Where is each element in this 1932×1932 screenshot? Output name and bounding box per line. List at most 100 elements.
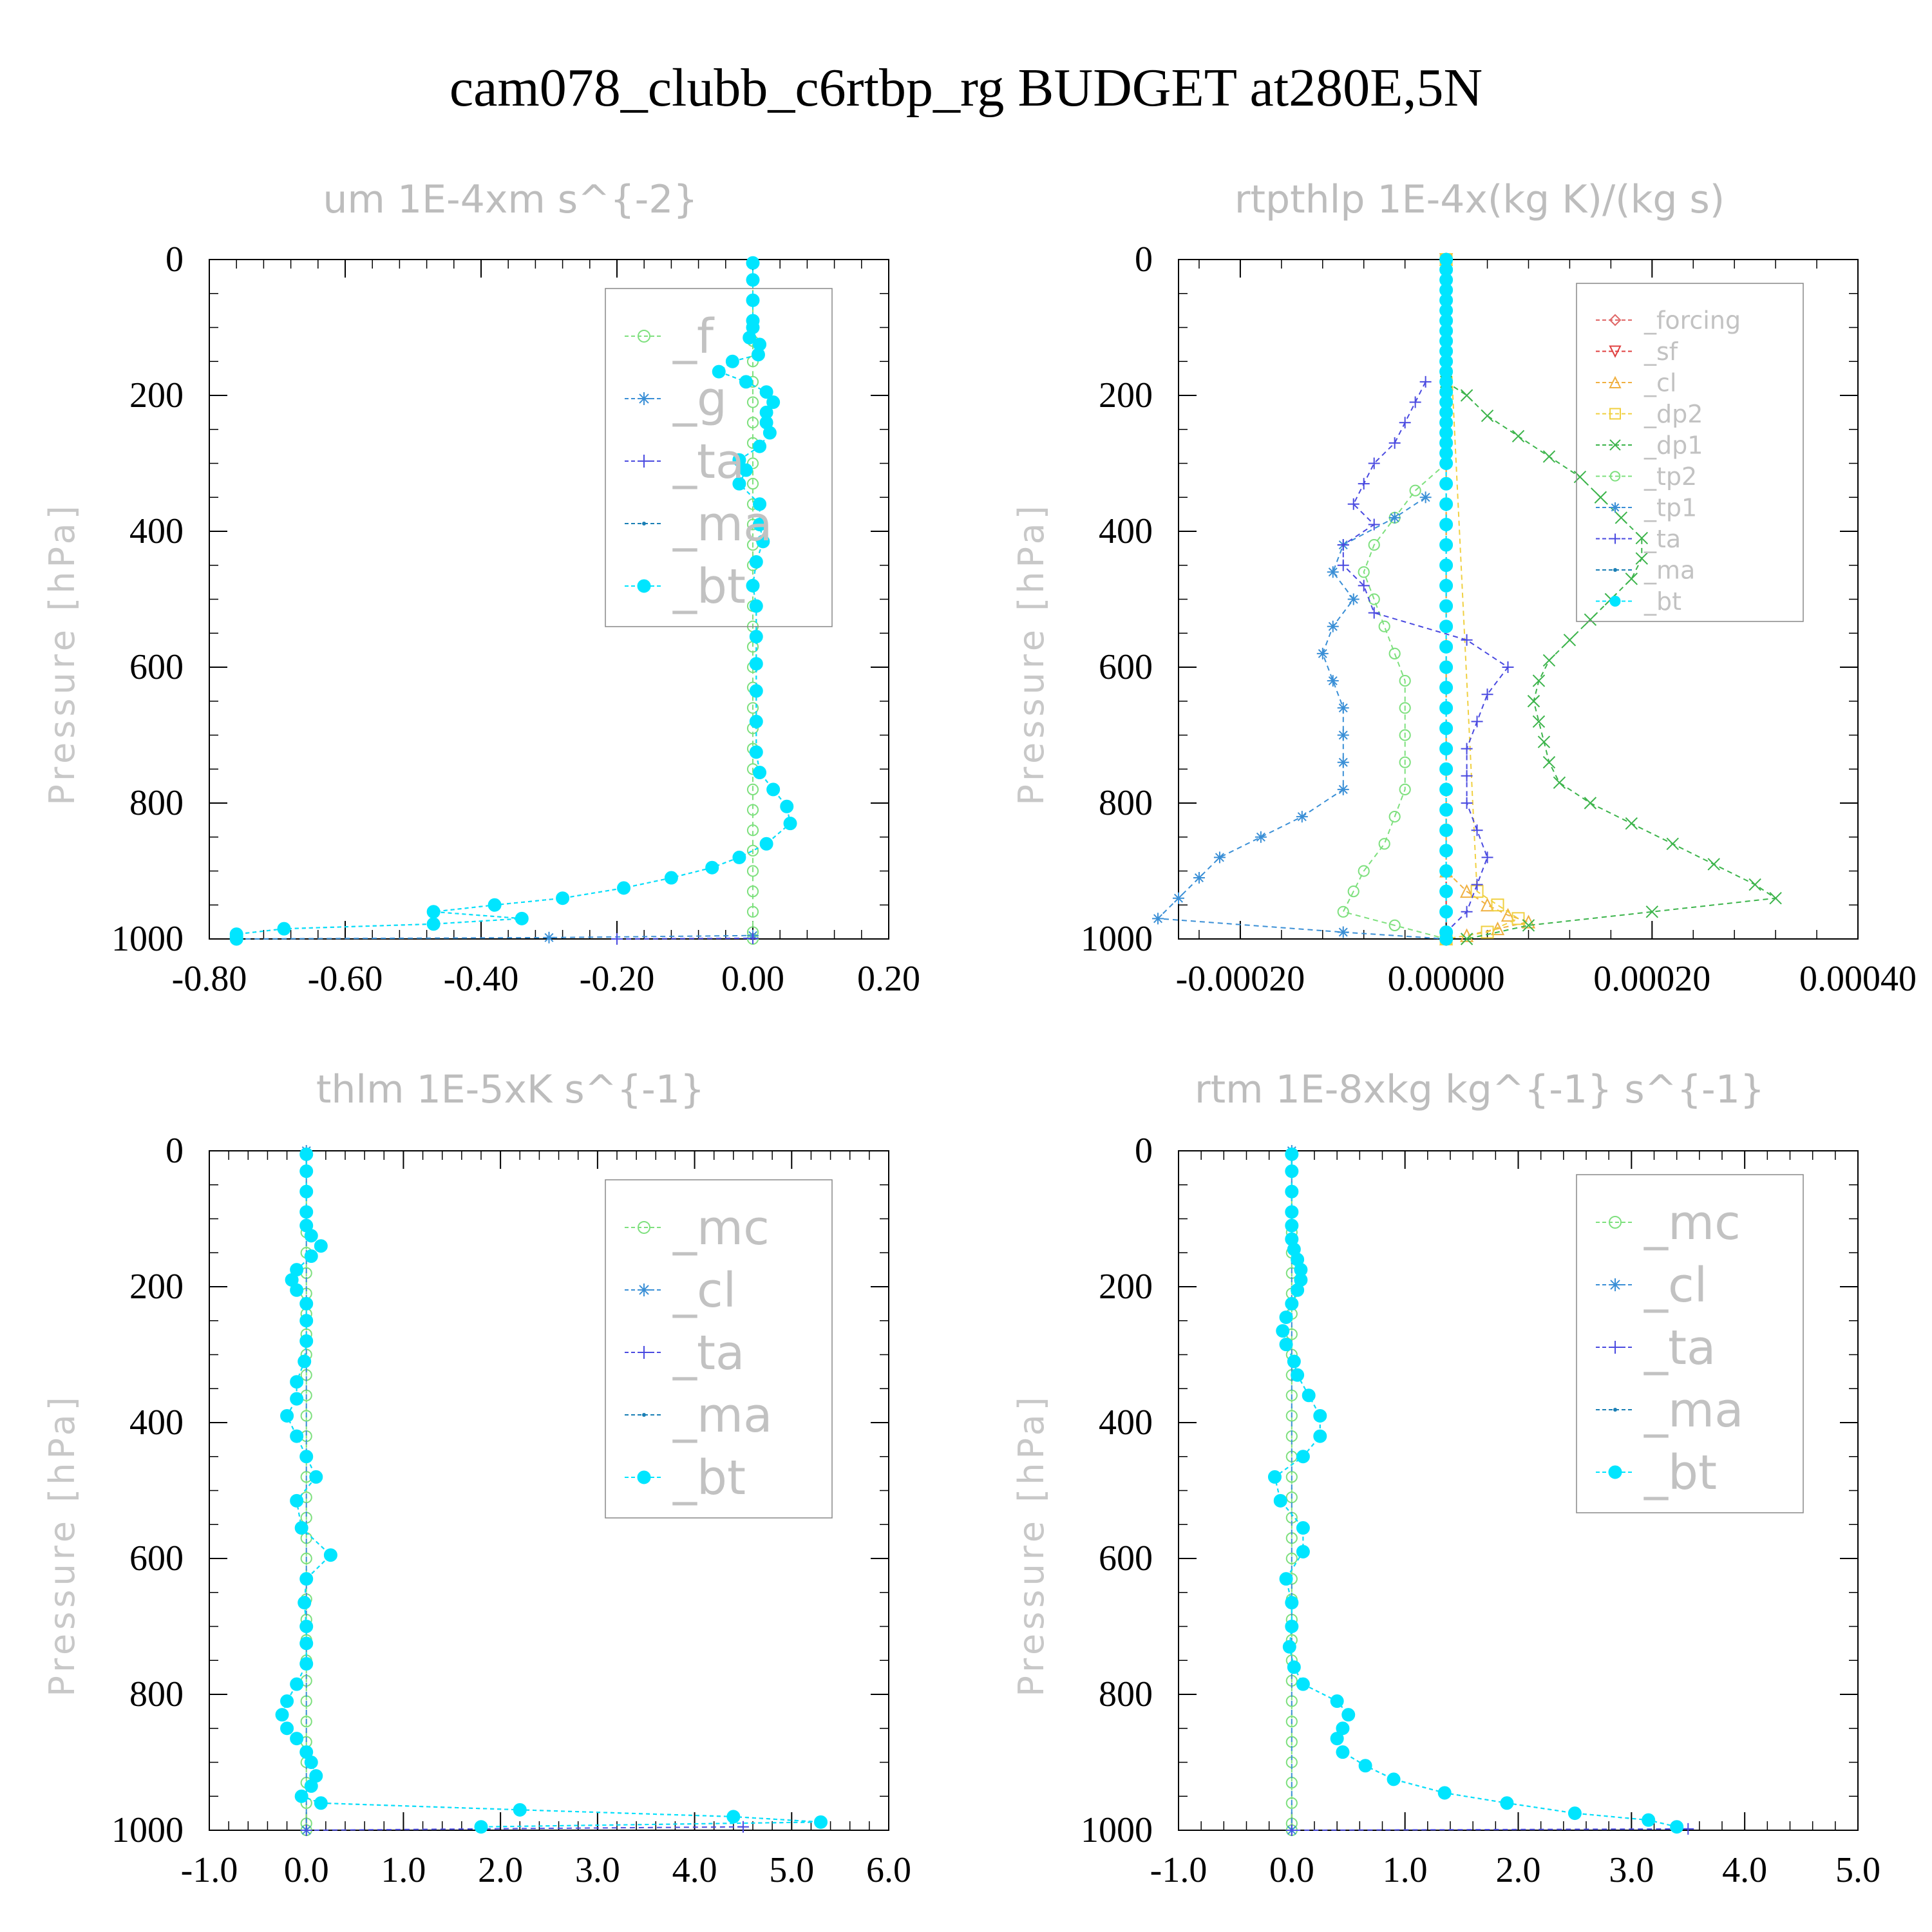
- series-bt-point: [617, 881, 631, 895]
- series-ta-point: [1337, 559, 1349, 571]
- series-bt-point: [1285, 1296, 1299, 1311]
- y-tick-label: 600: [129, 647, 184, 687]
- legend-label: _bt: [1643, 1445, 1717, 1501]
- series-ta-point: [1461, 770, 1473, 782]
- series-tp2-point: [1358, 865, 1370, 877]
- series-bt-point: [726, 1810, 741, 1824]
- series-ta-point: [1461, 905, 1473, 918]
- series-bt-point: [1285, 1184, 1299, 1198]
- series-bt-point: [299, 1636, 314, 1651]
- series-bt-point: [783, 817, 797, 831]
- series-bt-point: [1273, 1493, 1287, 1508]
- series-ta-point: [611, 933, 623, 945]
- y-tick-label: 0: [1135, 240, 1153, 279]
- series-bt-point: [759, 385, 773, 399]
- x-tick-label: 5.0: [1835, 1850, 1880, 1890]
- series-tp1-point: [1337, 926, 1349, 938]
- series-bt-point: [1330, 1694, 1344, 1709]
- series-dp1-point: [1460, 933, 1473, 945]
- series-ta-point: [1461, 634, 1473, 646]
- legend-tp2-point: [1609, 471, 1621, 482]
- y-tick-label: 200: [129, 1267, 184, 1307]
- series-ta-point: [1481, 688, 1493, 701]
- legend-label: _ma: [1643, 1383, 1743, 1438]
- series-line: [306, 1826, 743, 1831]
- series-dp1-point: [1542, 450, 1556, 463]
- y-tick-label: 1000: [1081, 919, 1153, 959]
- plot-frame: [1178, 1150, 1859, 1831]
- series-bt-point: [290, 1283, 304, 1297]
- series-dp1-point: [1666, 837, 1679, 851]
- series-mc-point: [1285, 1471, 1298, 1483]
- x-tick-label: -1.0: [1150, 1850, 1208, 1890]
- series-bt-point: [314, 1796, 328, 1810]
- legend-label: _ta: [1643, 1320, 1716, 1376]
- series-tp2-point: [1388, 811, 1401, 823]
- series-dp1-point: [1532, 674, 1546, 687]
- series-bt-point: [753, 766, 767, 780]
- legend-label: _cl: [672, 1263, 736, 1318]
- x-tick-label: 4.0: [672, 1850, 717, 1890]
- legend-sf-point: [1609, 345, 1622, 358]
- legend-box: [1576, 1174, 1804, 1513]
- series-ta-point: [1471, 715, 1483, 728]
- series-bt-point: [1387, 1772, 1401, 1786]
- series-ta: [611, 932, 759, 945]
- series-line: [1291, 1828, 1689, 1831]
- series-bt-point: [739, 463, 753, 477]
- series-bt-point: [1285, 1218, 1299, 1233]
- x-tick-label: 0.20: [857, 959, 920, 999]
- series-dp1-point: [1769, 891, 1782, 905]
- series-bt-point: [1285, 1164, 1299, 1179]
- series-bt-point: [766, 395, 781, 410]
- series-f-point: [746, 417, 759, 429]
- series-bt-point: [1439, 742, 1454, 756]
- series-g: [231, 929, 759, 945]
- legend-label: _dp2: [1643, 400, 1703, 428]
- series-tp1-point: [1419, 491, 1432, 504]
- series-f-point: [746, 905, 759, 918]
- series-tp1-point: [1152, 913, 1164, 925]
- legend-label: _mc: [1643, 1195, 1741, 1251]
- series-ta-point: [1461, 797, 1473, 809]
- series-bt-point: [746, 256, 760, 270]
- x-tick-label: 4.0: [1722, 1850, 1767, 1890]
- series-bt-point: [1439, 497, 1454, 511]
- series-bt-point: [299, 1205, 314, 1219]
- series-dp1-point: [1542, 654, 1556, 667]
- legend-label: _bt: [672, 1450, 746, 1506]
- y-tick-label: 0: [166, 1131, 184, 1171]
- series-bt-point: [304, 1229, 318, 1243]
- series-line: [1446, 381, 1777, 940]
- series-bt-point: [753, 497, 767, 511]
- y-tick-label: 400: [129, 511, 184, 551]
- x-tick-label: 5.0: [769, 1850, 814, 1890]
- series-bt-point: [1439, 538, 1454, 552]
- legend-label: _dp1: [1643, 431, 1703, 459]
- legend-ta-point: [1609, 1340, 1622, 1354]
- legend-cl-point: [638, 1283, 650, 1296]
- series-bt-point: [749, 714, 763, 728]
- series-bt-point: [280, 1408, 294, 1423]
- series-ta-point: [1481, 851, 1493, 864]
- panel-3: thlm 1E-5xK s^{-1} Pressure [hPa] 0 200 400 6…: [42, 1067, 911, 1890]
- series-dp1-point: [1537, 735, 1551, 748]
- panel-title: rtpthlp 1E-4x(kg K)/(kg s): [1235, 177, 1725, 222]
- series-dp1-point: [1645, 905, 1659, 918]
- series-bt-point: [1439, 477, 1454, 491]
- series-bt-point: [290, 1392, 304, 1406]
- series-bt: [229, 256, 797, 946]
- series-bt-point: [1358, 1759, 1372, 1773]
- series-line: [1445, 260, 1531, 940]
- series-dp2-point: [1491, 898, 1504, 912]
- series-bt-point: [1439, 932, 1454, 946]
- series-bt-point: [488, 898, 502, 912]
- x-tick-label: 0.00040: [1799, 959, 1917, 999]
- series-tp2-point: [1368, 539, 1380, 551]
- series-bt-point: [746, 273, 760, 287]
- legend: _forcing _sf_cl _dp2 _dp1 _tp2_tp1 _ta _ma _bt: [1576, 283, 1804, 622]
- series-bt-point: [1285, 1147, 1299, 1161]
- series-tp2-point: [1399, 675, 1411, 687]
- series-bt-point: [298, 1596, 312, 1610]
- panel-title: rtm 1E-8xkg kg^{-1} s^{-1}: [1195, 1067, 1765, 1112]
